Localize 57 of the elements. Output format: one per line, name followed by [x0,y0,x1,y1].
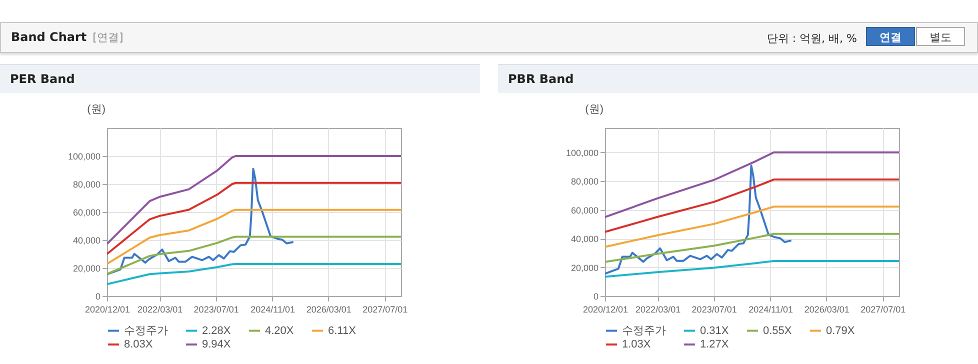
text: 연결 [866,27,915,46]
y-tick-label: 80,000 [72,180,100,190]
legend-label: 0.79X [826,324,856,337]
x-tick-label: 2020/12/01 [84,304,130,314]
x-tick-label: 2024/11/01 [250,304,296,314]
x-tick-label: 2023/07/01 [692,304,737,314]
line-series [605,206,899,248]
chart-title: PBR Band [498,64,978,93]
x-tick-label: 2024/11/01 [748,304,794,314]
y-tick-label: 20,000 [570,262,598,273]
legend-label: 수정주가 [124,324,168,337]
y-tick-label: 100,000 [68,152,100,162]
y-tick-label: 40,000 [72,236,100,246]
y-tick-label: 60,000 [72,208,100,218]
line-series [107,155,401,245]
legend-label: 9.94X [202,338,232,350]
y-axis-title: (원) [87,104,106,116]
x-tick-label: 2027/07/01 [860,304,906,314]
y-tick-label: 0 [95,292,100,302]
x-tick-label: 2026/03/01 [804,304,850,314]
x-tick-label: 2026/03/01 [306,304,352,314]
y-tick-label: 20,000 [72,264,100,274]
y-tick-label: 80,000 [570,176,598,187]
y-tick-label: 60,000 [570,205,598,216]
line-series [605,260,899,278]
legend-label: 4.20X [265,324,294,337]
text: 단위 : 억원, 배, % [766,31,857,46]
y-tick-label: 100,000 [566,148,598,158]
line-series [605,232,899,263]
legend-label: 8.03X [124,338,154,350]
line-series [605,164,792,275]
line-series [605,178,899,233]
y-axis-title: (원) [585,104,604,116]
line-series [605,151,899,218]
line-series [107,182,401,255]
line-series [107,168,294,276]
chart-title: PER Band [0,64,480,93]
legend-label: 6.11X [328,324,357,337]
line-series [107,236,401,276]
y-tick-label: 0 [593,292,598,302]
x-tick-label: 2020/12/01 [582,304,628,314]
legend-label: 1.03X [622,338,652,350]
x-tick-label: 2027/07/01 [362,304,408,314]
y-tick-label: 40,000 [570,234,598,244]
line-series [107,262,401,286]
text: 별도 [916,27,965,46]
legend-label: 2.28X [202,324,232,337]
x-tick-label: 2022/03/01 [138,304,183,314]
text: Band Chart [11,30,87,44]
x-tick-label: 2022/03/01 [636,304,681,314]
line-series [107,208,401,265]
legend-label: 1.27X [700,338,730,350]
legend-label: 0.55X [763,324,792,337]
text: [연결] [92,31,124,44]
legend-label: 수정주가 [622,324,666,337]
legend-label: 0.31X [700,324,730,337]
x-tick-label: 2023/07/01 [194,304,239,314]
